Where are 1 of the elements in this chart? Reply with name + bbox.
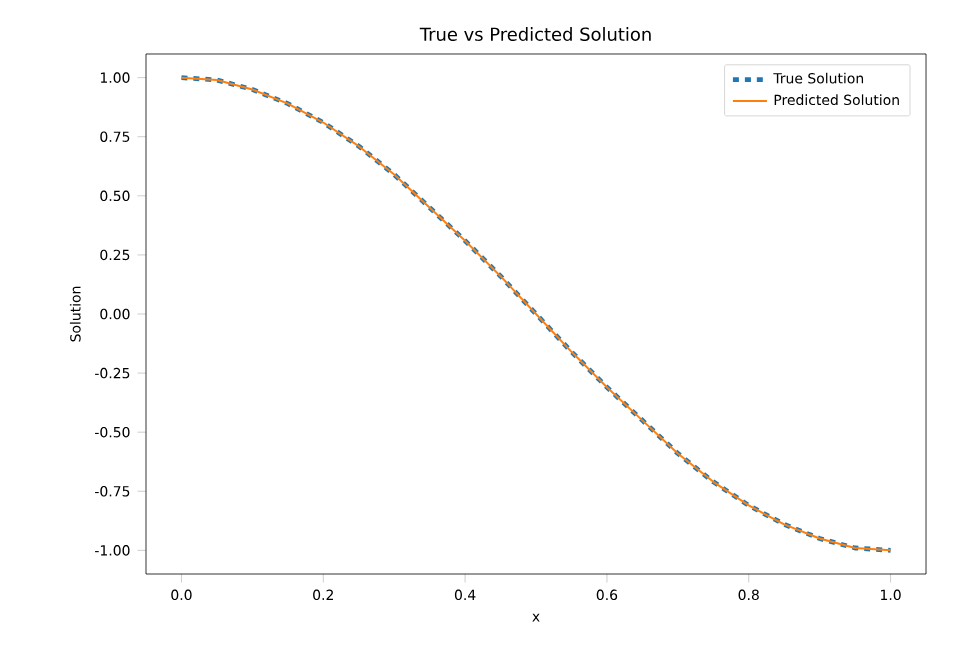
chart-title: True vs Predicted Solution — [419, 27, 651, 41]
